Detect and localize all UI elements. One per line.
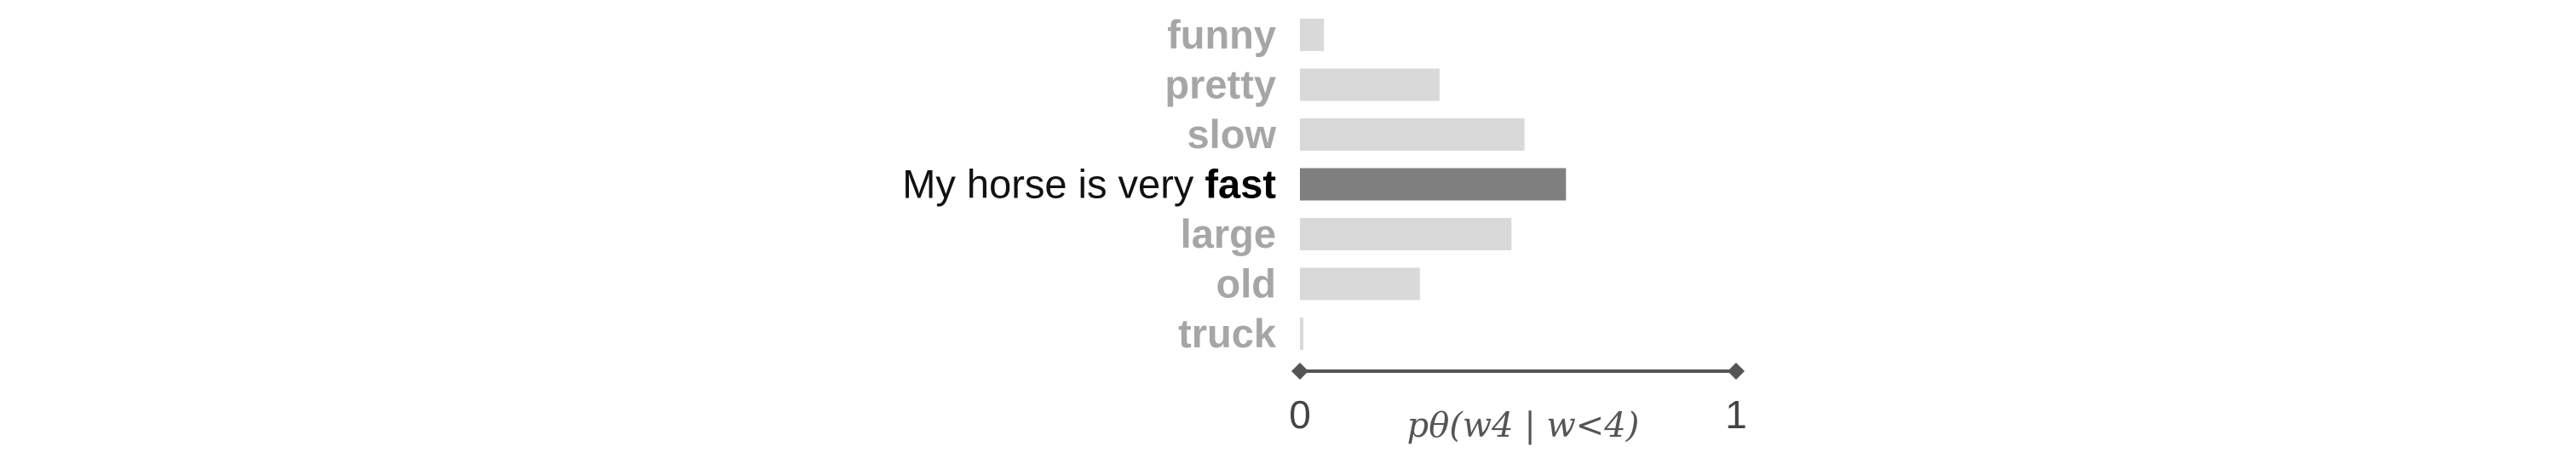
bar-large (1300, 218, 1512, 250)
category-label-truck: truck (1178, 311, 1277, 356)
bar-fast (1300, 168, 1567, 201)
category-label-slow: slow (1187, 112, 1277, 157)
sentence-prefix: My horse is very (902, 162, 1205, 207)
category-label-pretty: pretty (1164, 62, 1276, 107)
category-label-large: large (1181, 211, 1276, 256)
axis-start-diamond (1291, 363, 1308, 380)
bar-slow (1300, 118, 1525, 151)
x-tick-label-1: 1 (1725, 392, 1747, 437)
x-axis-title: pθ(w4 | w<4) (1407, 406, 1640, 445)
bars-group (1300, 19, 1567, 350)
category-labels-group: funny pretty slow My horse is very fastlarg… (902, 12, 1277, 356)
highlighted-word: fast (1205, 162, 1276, 207)
axis-end-diamond (1728, 363, 1745, 380)
category-label-fast: My horse is very fast (902, 162, 1276, 207)
x-axis: 0 1 pθ(w4 | w<4) (1289, 363, 1747, 445)
bar-truck (1300, 318, 1304, 350)
bar-old (1300, 267, 1420, 301)
category-label-old: old (1216, 261, 1276, 306)
x-tick-label-0: 0 (1289, 392, 1311, 437)
bar-pretty (1300, 68, 1440, 101)
bar-funny (1300, 19, 1325, 51)
category-label-funny: funny (1167, 12, 1276, 57)
